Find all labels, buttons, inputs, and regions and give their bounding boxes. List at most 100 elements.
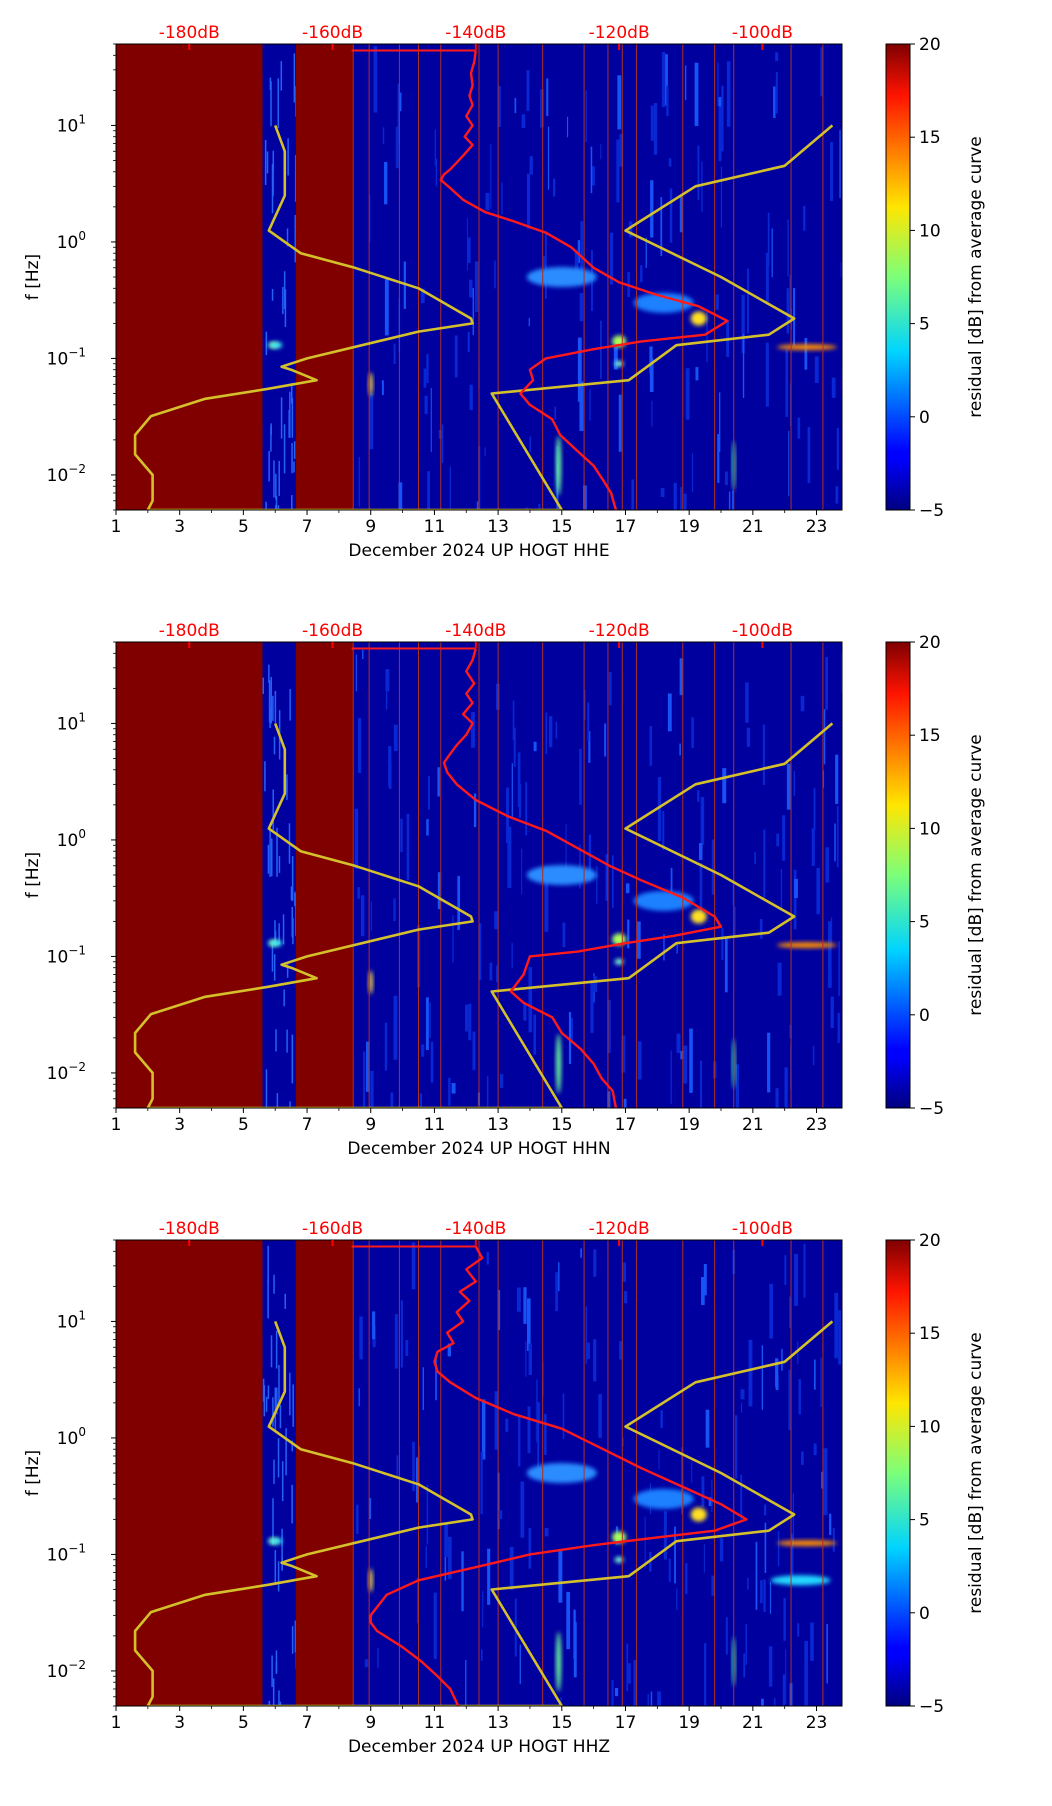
noise-streak xyxy=(761,1698,764,1706)
noise-streak xyxy=(823,709,826,765)
y-tick-exponent: 0 xyxy=(78,1425,86,1439)
noise-streak xyxy=(548,716,553,748)
noise-streak xyxy=(357,717,362,773)
noise-streak xyxy=(276,827,278,877)
noise-streak xyxy=(588,834,592,881)
noise-streak xyxy=(797,1623,800,1637)
x-tick-label: 1 xyxy=(111,1713,122,1733)
spectrogram-texture xyxy=(262,1242,842,1706)
noise-streak xyxy=(701,161,703,212)
noise-streak xyxy=(501,182,503,215)
y-tick-label: 100 xyxy=(57,827,86,851)
noise-streak xyxy=(784,1067,788,1108)
noise-streak xyxy=(275,495,278,510)
energy-spot xyxy=(614,1556,624,1563)
noise-streak xyxy=(397,83,400,143)
noise-streak xyxy=(265,1396,268,1412)
noise-streak xyxy=(812,1045,815,1066)
noise-streak xyxy=(405,1340,409,1356)
y-tick-exponent: −1 xyxy=(68,345,86,359)
top-db-axis: -180dB -160dB -140dB -120dB -100dB xyxy=(159,1219,793,1246)
noise-streak xyxy=(803,205,806,231)
noise-streak xyxy=(579,292,584,322)
y-tick-label: 10−2 xyxy=(47,1060,86,1084)
noise-streak xyxy=(384,161,388,205)
noise-streak xyxy=(735,1064,740,1108)
event-lines xyxy=(352,44,824,510)
noise-streak xyxy=(775,71,778,114)
y-tick-base: 10 xyxy=(57,831,79,851)
noise-streak xyxy=(275,473,277,500)
x-tick-label: 21 xyxy=(742,1713,764,1733)
colorbar-tick-label: 0 xyxy=(919,408,930,428)
noise-streak xyxy=(358,1388,360,1407)
top-db-tick-label: -140dB xyxy=(445,1219,506,1239)
noise-streak xyxy=(607,1091,611,1108)
x-tick-label: 21 xyxy=(742,1115,764,1135)
noise-streak xyxy=(829,1513,832,1536)
noise-streak xyxy=(291,1484,293,1524)
noise-streak xyxy=(272,695,274,721)
energy-spot xyxy=(556,1631,562,1692)
noise-streak xyxy=(785,349,789,417)
noise-streak xyxy=(279,1404,282,1429)
noise-streak xyxy=(827,921,832,988)
noise-streak xyxy=(449,466,451,510)
top-db-tick-label: -120dB xyxy=(589,23,650,43)
colorbar-tick-label: −5 xyxy=(919,1697,944,1717)
noise-streak xyxy=(276,1387,278,1415)
noise-streak xyxy=(393,724,398,752)
noise-streak xyxy=(511,763,513,819)
noise-streak xyxy=(514,97,517,114)
noise-streak xyxy=(580,1248,582,1258)
x-axis-label: December 2024 UP HOGT HHZ xyxy=(348,1737,610,1757)
energy-spot xyxy=(614,360,624,367)
noise-streak xyxy=(719,1538,724,1562)
data-gap xyxy=(116,1240,263,1706)
noise-streak xyxy=(291,495,293,510)
noise-streak xyxy=(697,145,700,201)
noise-streak xyxy=(718,392,721,452)
noise-streak xyxy=(289,1372,291,1416)
x-tick-label: 7 xyxy=(302,517,313,537)
noise-streak xyxy=(650,105,654,141)
y-tick-exponent: −1 xyxy=(68,1541,86,1555)
noise-streak xyxy=(788,1369,791,1430)
y-tick-base: 10 xyxy=(47,947,69,967)
y-tick-base: 10 xyxy=(57,1312,79,1332)
noise-streak xyxy=(593,1339,597,1382)
noise-streak xyxy=(765,252,769,302)
noise-streak xyxy=(650,180,654,238)
noise-streak xyxy=(823,1448,828,1516)
noise-streak xyxy=(662,810,665,851)
noise-streak xyxy=(433,1592,437,1659)
top-db-tick-label: -160dB xyxy=(302,1219,363,1239)
noise-streak xyxy=(395,126,399,169)
noise-streak xyxy=(619,134,624,167)
noise-streak xyxy=(269,830,271,877)
noise-streak xyxy=(718,98,722,162)
noise-streak xyxy=(619,1341,623,1360)
noise-streak xyxy=(780,868,783,911)
noise-streak xyxy=(400,1300,404,1368)
noise-streak xyxy=(485,192,490,211)
noise-streak xyxy=(273,736,276,755)
noise-streak xyxy=(813,1359,816,1390)
noise-streak xyxy=(741,294,745,354)
noise-streak xyxy=(478,923,482,980)
x-tick-label: 15 xyxy=(551,517,573,537)
noise-streak xyxy=(529,436,532,453)
colorbar-tick-label: −5 xyxy=(919,501,944,521)
top-db-tick-label: -100dB xyxy=(732,1219,793,1239)
noise-streak xyxy=(275,1029,277,1052)
y-tick-label: 101 xyxy=(57,1308,86,1332)
noise-streak xyxy=(834,823,836,862)
noise-streak xyxy=(663,933,665,961)
noise-streak xyxy=(633,1659,638,1706)
noise-streak xyxy=(628,221,633,238)
colorbar-tick-label: 5 xyxy=(919,1511,930,1531)
noise-streak xyxy=(836,427,839,470)
energy-spot xyxy=(690,909,707,924)
x-tick-label: 19 xyxy=(678,1713,700,1733)
